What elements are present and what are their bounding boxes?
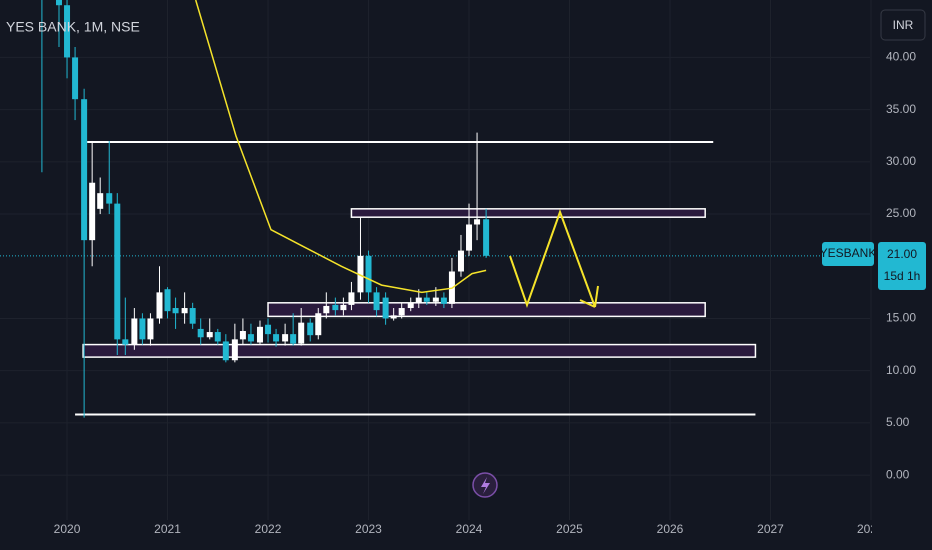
candle-body bbox=[239, 331, 246, 340]
candle-body bbox=[156, 292, 163, 319]
x-tick-label: 2020 bbox=[54, 522, 81, 536]
candle-body bbox=[181, 308, 188, 314]
last-price-label: 21.00 bbox=[887, 247, 917, 261]
candle-body bbox=[97, 193, 104, 209]
candle-body bbox=[348, 292, 355, 305]
candle-body bbox=[282, 334, 289, 342]
candle-body bbox=[415, 297, 422, 303]
candle-body bbox=[256, 326, 263, 343]
candle-body bbox=[432, 297, 439, 302]
moving-average bbox=[194, 0, 487, 294]
candle-body bbox=[332, 304, 339, 311]
candle-body bbox=[440, 297, 447, 304]
currency-button[interactable] bbox=[880, 9, 926, 41]
x-tick-label: 2027 bbox=[757, 522, 784, 536]
countdown-label: 15d 1h bbox=[884, 269, 921, 283]
y-tick-label: 25.00 bbox=[886, 206, 916, 220]
candle-body bbox=[357, 255, 364, 293]
x-tick-label: 2024 bbox=[456, 522, 483, 536]
candle-body bbox=[483, 219, 490, 256]
projection-arrow bbox=[509, 209, 599, 309]
price-badge bbox=[878, 242, 926, 290]
candle-body bbox=[214, 332, 221, 342]
x-tick-label: 2021 bbox=[154, 522, 181, 536]
candle-body bbox=[373, 292, 380, 311]
y-tick-label: 10.00 bbox=[886, 363, 916, 377]
candle-body bbox=[307, 322, 314, 336]
x-tick-label: 2026 bbox=[657, 522, 684, 536]
candle-body bbox=[114, 203, 121, 340]
candle-body bbox=[164, 289, 171, 312]
candle-body bbox=[64, 5, 71, 58]
y-tick-label: 30.00 bbox=[886, 154, 916, 168]
candle-body bbox=[423, 297, 430, 302]
symbol-label: YESBANK bbox=[820, 246, 877, 260]
candle-body bbox=[466, 224, 473, 251]
candle-body bbox=[365, 255, 372, 293]
candle-body bbox=[106, 193, 113, 204]
candle-body bbox=[197, 328, 204, 338]
x-tick-label: 2023 bbox=[355, 522, 382, 536]
candle-body bbox=[298, 322, 305, 344]
candle-body bbox=[247, 334, 254, 342]
candle-body bbox=[131, 318, 138, 345]
candle-body bbox=[390, 315, 397, 319]
candle-body bbox=[55, 0, 62, 6]
candle-body bbox=[206, 332, 213, 338]
x-tick-label: 2025 bbox=[556, 522, 583, 536]
candle-body bbox=[474, 219, 481, 225]
alert-bolt bbox=[481, 477, 490, 494]
candle-body bbox=[290, 334, 297, 344]
candle-body bbox=[172, 308, 179, 314]
x-tick-label: 2022 bbox=[255, 522, 282, 536]
candle-body bbox=[222, 341, 229, 361]
candle-body bbox=[457, 250, 464, 272]
y-tick-label: 15.00 bbox=[886, 311, 916, 325]
candle-body bbox=[72, 57, 79, 100]
candle-body bbox=[340, 304, 347, 311]
x-tick-label: 202E bbox=[857, 522, 885, 536]
candle-body bbox=[231, 339, 238, 361]
candle-body bbox=[139, 318, 146, 340]
candle-body bbox=[323, 305, 330, 314]
candle-body bbox=[398, 308, 405, 316]
y-tick-label: 0.00 bbox=[886, 467, 910, 481]
axes: 0.00 5.00 10.00 15.00 25.00 30.00 35.00 40.00 bbox=[886, 50, 916, 482]
y-tick-label: 40.00 bbox=[886, 50, 916, 64]
y-tick-label: 5.00 bbox=[886, 415, 910, 429]
candle-body bbox=[407, 302, 414, 309]
chart-title: YES BANK, 1M, NSE bbox=[6, 19, 140, 35]
candle-body bbox=[265, 324, 272, 335]
candle-body bbox=[315, 313, 322, 336]
currency-label: INR bbox=[893, 18, 914, 32]
zone bbox=[82, 343, 757, 358]
candle-body bbox=[81, 99, 88, 241]
candle-body bbox=[147, 318, 154, 340]
y-tick-label: 35.00 bbox=[886, 102, 916, 116]
zone bbox=[350, 208, 706, 218]
candle-body bbox=[382, 297, 389, 319]
candle-body bbox=[89, 182, 96, 241]
plot-area: 2020 2021 2022 2023 2024 2025 2026 2027 202E bbox=[0, 0, 885, 536]
candle-body bbox=[189, 308, 196, 324]
candle-body bbox=[122, 339, 129, 345]
symbol-badge bbox=[822, 242, 874, 266]
candle-body bbox=[273, 334, 280, 342]
